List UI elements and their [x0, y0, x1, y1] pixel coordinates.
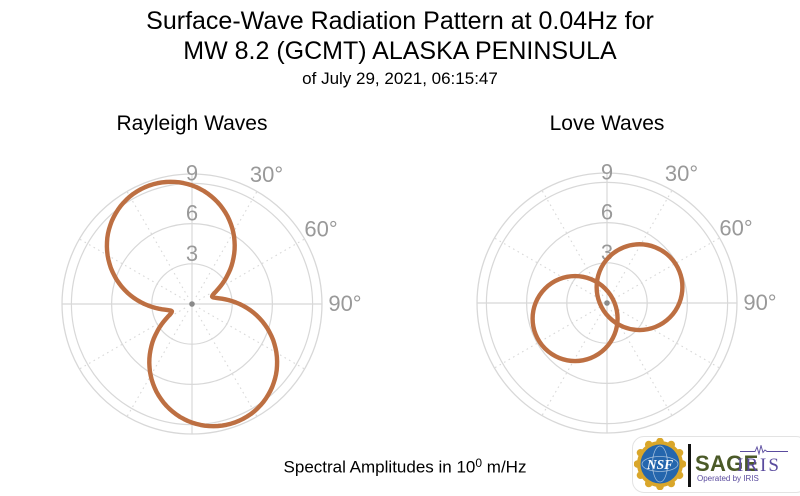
svg-text:30°: 30°	[250, 162, 283, 187]
love-plot-title: Love Waves	[549, 112, 665, 135]
svg-text:6: 6	[186, 201, 198, 226]
figure-header: Surface-Wave Radiation Pattern at 0.04Hz…	[0, 6, 800, 89]
caption-exponent: 0	[475, 456, 483, 470]
nsf-logo: NSF	[634, 438, 686, 490]
iris-seismogram-icon	[740, 445, 788, 455]
amplitude-units-caption: Spectral Amplitudes in 100 m/Hz	[0, 455, 800, 478]
svg-text:3: 3	[186, 241, 198, 266]
svg-text:90°: 90°	[743, 290, 776, 315]
logo-divider-bar	[688, 444, 691, 487]
svg-text:60°: 60°	[304, 217, 337, 242]
iris-wordmark: IRIS	[737, 455, 781, 476]
svg-text:90°: 90°	[328, 291, 361, 316]
caption-prefix: Spectral Amplitudes in 10	[283, 457, 476, 477]
svg-text:30°: 30°	[665, 161, 698, 186]
figure-subtitle-datetime: of July 29, 2021, 06:15:47	[302, 69, 498, 88]
svg-text:6: 6	[601, 200, 613, 225]
polar-plot-love: 369 30°60°90°	[476, 159, 777, 434]
nsf-globe	[640, 444, 680, 484]
nsf-globe-meridian	[652, 445, 668, 483]
figure-title-line2: MW 8.2 (GCMT) ALASKA PENINSULA	[183, 37, 617, 65]
figure-title-line1: Surface-Wave Radiation Pattern at 0.04Hz…	[146, 7, 654, 35]
svg-text:9: 9	[186, 160, 198, 185]
rayleigh-plot-title: Rayleigh Waves	[116, 112, 268, 135]
nsf-globe-parallel	[641, 456, 679, 472]
nsf-wordmark: NSF	[646, 457, 673, 472]
svg-text:9: 9	[601, 159, 613, 184]
operated-by-text: Operated by IRIS	[697, 474, 759, 483]
caption-suffix: m/Hz	[482, 457, 527, 477]
sage-wordmark: SAGE	[695, 451, 759, 476]
svg-text:60°: 60°	[719, 216, 752, 241]
polar-plot-rayleigh: 3 6 9 30° 60° 90°	[61, 160, 362, 435]
